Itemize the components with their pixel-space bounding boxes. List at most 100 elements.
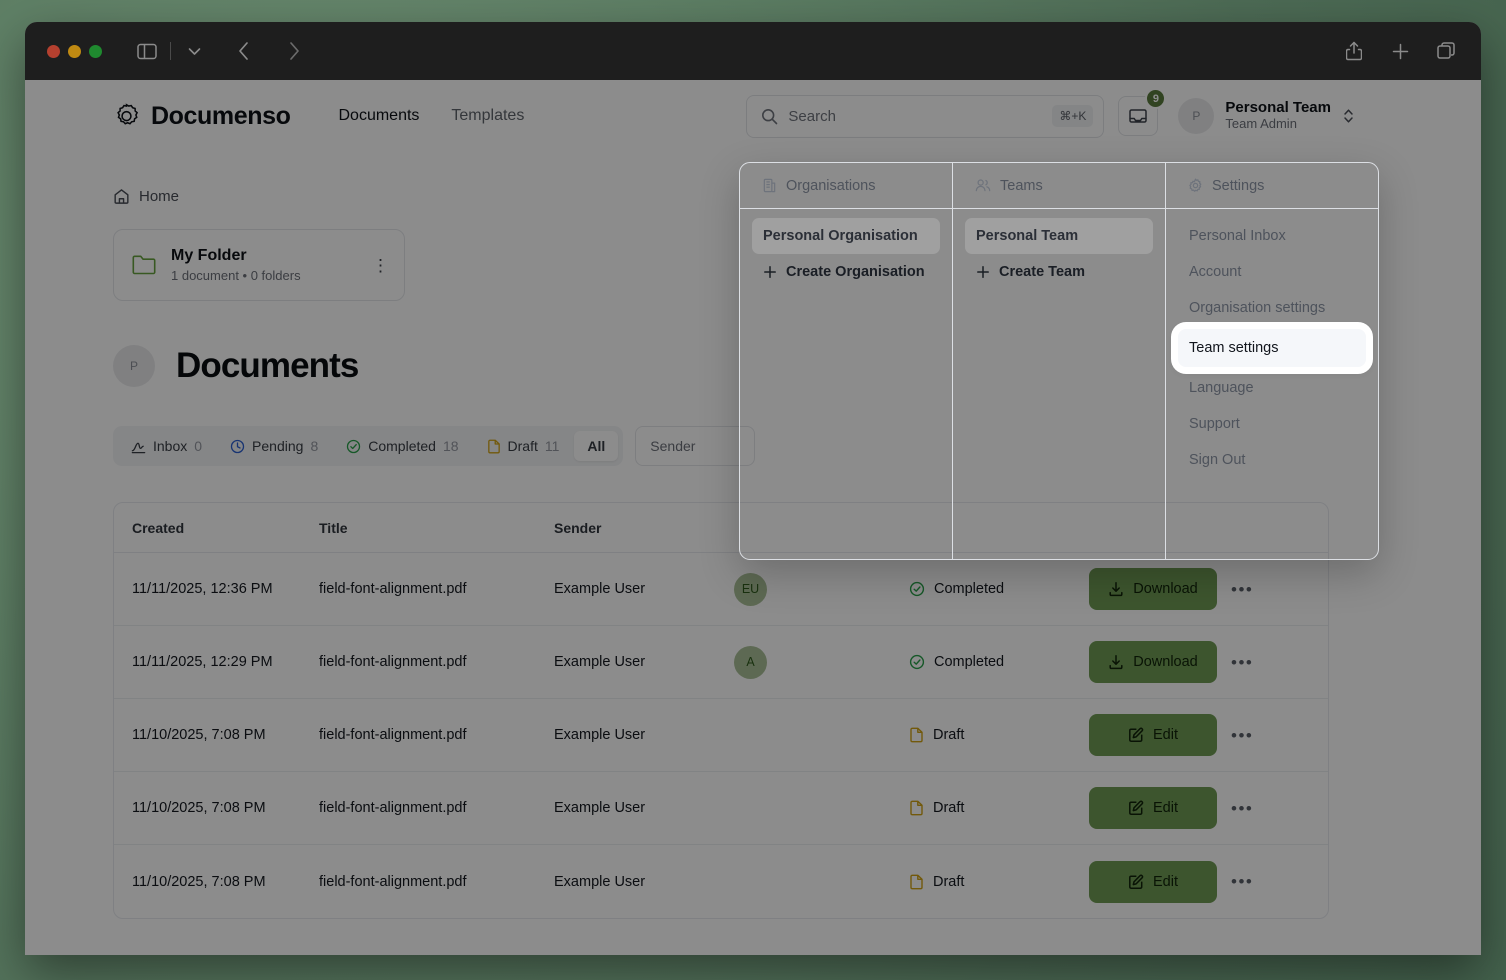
team-switcher[interactable]: P Personal Team Team Admin [1172, 98, 1355, 134]
organisation-item-personal[interactable]: Personal Organisation [752, 218, 940, 254]
pencil-icon [1128, 800, 1144, 816]
nav-documents[interactable]: Documents [338, 107, 420, 124]
cell-recipients: A [734, 645, 909, 679]
brand-logo[interactable]: Documenso [113, 101, 291, 131]
forward-icon[interactable] [277, 36, 311, 66]
recipient-avatar[interactable]: EU [734, 572, 767, 606]
tab-pending[interactable]: Pending 8 [217, 431, 331, 461]
settings-item-organisation-settings[interactable]: Organisation settings [1178, 290, 1366, 326]
settings-item-personal-inbox[interactable]: Personal Inbox [1178, 218, 1366, 254]
search-shortcut: ⌘+K [1052, 105, 1094, 127]
share-icon[interactable] [1337, 36, 1371, 66]
edit-button[interactable]: Edit [1089, 714, 1217, 756]
page-avatar: P [113, 345, 155, 387]
team-avatar: P [1178, 98, 1215, 134]
settings-item-team-settings[interactable]: Team settings [1178, 329, 1366, 367]
new-tab-icon[interactable] [1383, 36, 1417, 66]
modal-overlay[interactable] [25, 80, 1481, 955]
download-button[interactable]: Download [1089, 568, 1217, 610]
app-header: Documenso Documents Templates Search ⌘+K [25, 80, 1481, 152]
row-more-icon[interactable]: ••• [1231, 798, 1254, 818]
settings-heading-label: Settings [1212, 177, 1265, 194]
maximize-window-button[interactable] [89, 44, 102, 58]
folder-meta: 1 document • 0 folders [171, 268, 301, 283]
row-more-icon[interactable]: ••• [1231, 579, 1254, 599]
dropdown-column-organisations: Organisations Personal Organisation Crea… [740, 163, 952, 559]
folder-card[interactable]: My Folder 1 document • 0 folders ⋮ [113, 229, 405, 301]
team-item-personal[interactable]: Personal Team [965, 218, 1153, 254]
pencil-icon [1128, 727, 1144, 743]
breadcrumb[interactable]: Home [113, 188, 1481, 205]
main-content: Home My Folder 1 document • 0 folders ⋮ … [25, 152, 1481, 919]
tab-inbox-count: 0 [194, 438, 203, 454]
settings-item-support[interactable]: Support [1178, 406, 1366, 442]
table-row[interactable]: 11/11/2025, 12:29 PM field-font-alignmen… [114, 626, 1328, 699]
settings-item-language[interactable]: Language [1178, 370, 1366, 406]
file-icon [909, 727, 924, 743]
tab-all[interactable]: All [574, 431, 619, 461]
gear-icon [1188, 178, 1203, 193]
edit-button[interactable]: Edit [1089, 860, 1217, 903]
edit-label: Edit [1153, 800, 1178, 816]
minimize-window-button[interactable] [68, 44, 81, 58]
folder-more-icon[interactable]: ⋮ [372, 255, 390, 275]
row-more-icon[interactable]: ••• [1231, 872, 1254, 891]
column-title: Title [319, 519, 348, 536]
teams-heading-label: Teams [1000, 177, 1043, 194]
settings-item-label: Sign Out [1189, 452, 1246, 468]
edit-button[interactable]: Edit [1089, 787, 1217, 829]
table-row[interactable]: 11/10/2025, 7:08 PM field-font-alignment… [114, 699, 1328, 772]
pencil-icon [1128, 874, 1144, 890]
file-icon [487, 439, 501, 454]
create-organisation-button[interactable]: Create Organisation [752, 254, 940, 290]
download-button[interactable]: Download [1089, 641, 1217, 683]
tab-draft[interactable]: Draft 11 [474, 431, 573, 461]
tab-completed[interactable]: Completed 18 [333, 431, 471, 461]
nav-templates[interactable]: Templates [451, 107, 525, 124]
documents-table: Created Title Sender 11/11/2025, 12:36 P… [113, 502, 1329, 919]
documenso-mark-icon [113, 102, 140, 130]
check-circle-icon [909, 581, 925, 597]
chevron-down-icon[interactable] [177, 36, 211, 66]
search-input[interactable]: Search ⌘+K [746, 94, 1105, 138]
inbox-icon [1128, 106, 1148, 126]
settings-heading: Settings [1166, 163, 1378, 209]
breadcrumb-label: Home [139, 188, 180, 205]
browser-window: Documenso Documents Templates Search ⌘+K [25, 22, 1481, 955]
sidebar-toggle-icon[interactable] [130, 36, 164, 66]
table-row[interactable]: 11/10/2025, 7:08 PM field-font-alignment… [114, 845, 1328, 918]
settings-item-label: Account [1189, 264, 1242, 280]
cell-status: Draft [909, 727, 1089, 743]
cell-title: field-font-alignment.pdf [319, 800, 467, 816]
sender-filter-select[interactable]: Sender [635, 426, 756, 466]
cell-actions: Edit ••• [1089, 860, 1328, 903]
brand-name: Documenso [151, 101, 291, 130]
inbox-button[interactable]: 9 [1118, 88, 1167, 136]
cell-status: Completed [909, 581, 1089, 597]
cell-sender: Example User [554, 654, 646, 670]
close-window-button[interactable] [47, 44, 60, 58]
tab-overview-icon[interactable] [1429, 36, 1463, 66]
settings-item-label: Organisation settings [1189, 300, 1326, 316]
recipient-avatar[interactable]: A [734, 645, 767, 679]
settings-item-account[interactable]: Account [1178, 254, 1366, 290]
create-team-label: Create Team [999, 264, 1085, 280]
cell-created: 11/10/2025, 7:08 PM [132, 800, 266, 816]
settings-item-sign-out[interactable]: Sign Out [1178, 442, 1366, 478]
row-more-icon[interactable]: ••• [1231, 725, 1254, 745]
team-name: Personal Team [1225, 98, 1331, 116]
folder-icon [132, 254, 157, 276]
team-item-label: Personal Team [976, 228, 1079, 244]
create-team-button[interactable]: Create Team [965, 254, 1153, 290]
status-label: Completed [934, 654, 1005, 670]
search-placeholder: Search [788, 107, 836, 125]
table-row[interactable]: 11/10/2025, 7:08 PM field-font-alignment… [114, 772, 1328, 845]
cell-actions: Download ••• [1089, 641, 1328, 683]
team-role: Team Admin [1225, 116, 1297, 132]
table-row[interactable]: 11/11/2025, 12:36 PM field-font-alignmen… [114, 553, 1328, 626]
tab-inbox[interactable]: Inbox 0 [118, 431, 215, 461]
cell-status: Draft [909, 874, 1089, 890]
settings-item-label: Support [1189, 416, 1240, 432]
row-more-icon[interactable]: ••• [1231, 652, 1254, 672]
back-icon[interactable] [227, 36, 261, 66]
